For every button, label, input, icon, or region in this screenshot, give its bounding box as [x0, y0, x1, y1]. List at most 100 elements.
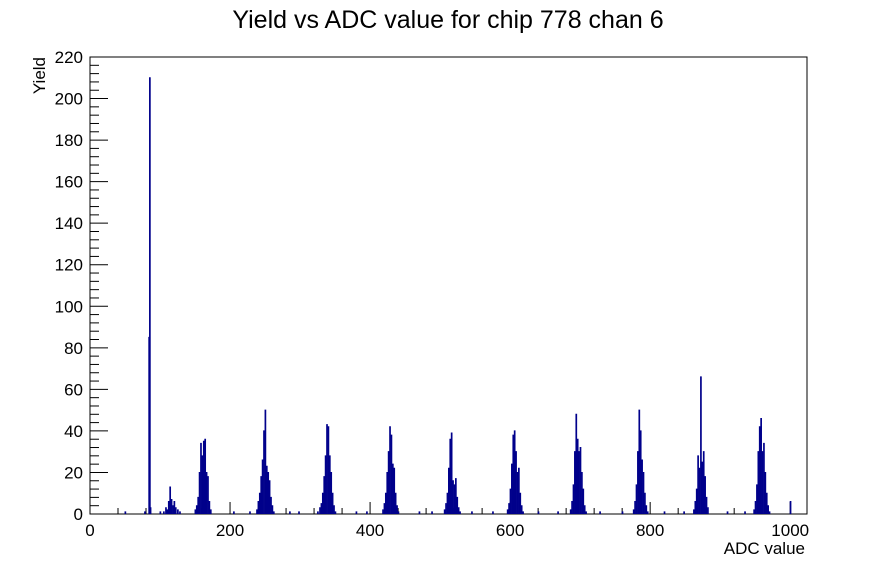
histogram-bin: [443, 509, 446, 514]
histogram-bin: [207, 476, 209, 514]
histogram-bin: [638, 409, 641, 514]
histogram-bin: [637, 451, 639, 514]
histogram-bin: [639, 430, 642, 514]
histogram-bin: [265, 465, 268, 514]
histogram-bin: [431, 511, 433, 514]
histogram-bin: [575, 413, 578, 514]
histogram-bin: [166, 509, 169, 514]
histogram-bin: [572, 484, 575, 514]
histogram-bin: [445, 503, 447, 514]
y-tick-label: 0: [74, 505, 83, 524]
histogram-bin: [233, 511, 235, 514]
histogram-bin: [177, 509, 179, 514]
histogram-bin: [757, 451, 760, 514]
histogram-bin: [260, 476, 263, 514]
histogram-bin: [450, 432, 453, 514]
histogram-bin: [599, 511, 601, 514]
histogram-bin: [323, 476, 326, 514]
y-tick-label: 40: [64, 422, 83, 441]
histogram-bin: [621, 511, 624, 514]
histogram-bin: [321, 492, 324, 514]
histogram-bin: [768, 511, 771, 514]
x-axis-label: ADC value: [724, 539, 805, 558]
histogram-bin: [571, 501, 573, 514]
histogram-bin: [167, 501, 170, 514]
histogram-bin: [508, 503, 510, 514]
y-tick-label: 200: [55, 90, 83, 109]
histogram-bin: [149, 77, 151, 514]
histogram-bin: [159, 511, 162, 514]
histogram-bin: [355, 511, 358, 514]
histogram-bin: [149, 507, 152, 514]
histogram-bin: [208, 501, 211, 514]
histogram-bin: [324, 455, 327, 514]
histogram-bin: [195, 505, 198, 514]
histogram-bin: [328, 455, 331, 514]
histogram-bin: [200, 442, 202, 514]
y-tick-label: 220: [55, 48, 83, 67]
histogram-bin: [298, 511, 300, 514]
histogram-bin: [267, 471, 270, 514]
histogram-bin: [391, 463, 394, 514]
histogram-bin: [632, 509, 635, 514]
histogram-bin: [396, 505, 398, 514]
histogram-bin: [511, 463, 513, 514]
histogram-bin: [258, 492, 261, 514]
histogram-bin: [172, 505, 174, 514]
x-tick-label: 1000: [771, 521, 809, 540]
histogram-bin: [753, 509, 755, 514]
histogram-bin: [331, 492, 334, 514]
histogram-bin: [327, 426, 330, 514]
histogram-bin: [209, 509, 212, 514]
histogram-bin: [453, 484, 456, 514]
histogram-bin: [697, 455, 699, 514]
histogram-bin: [581, 471, 583, 514]
histogram-bin: [459, 511, 461, 514]
histogram-bin: [702, 451, 705, 514]
histogram-bin: [789, 501, 792, 514]
histogram-bin: [330, 471, 333, 514]
histogram-bin: [320, 503, 323, 514]
histogram-bin: [700, 376, 702, 514]
histogram-bin: [578, 451, 580, 514]
histogram-bin: [257, 501, 260, 514]
histogram-bin: [202, 440, 205, 514]
histogram-bin: [756, 484, 758, 514]
histogram-bin: [704, 476, 706, 514]
histogram-bin: [583, 505, 586, 514]
histogram-bin: [394, 492, 397, 514]
histogram-bin: [264, 409, 267, 514]
x-tick-label: 800: [636, 521, 664, 540]
histogram-bin: [205, 471, 208, 514]
y-tick-label: 60: [64, 380, 83, 399]
histogram-bin: [579, 447, 582, 514]
histogram-bin: [204, 438, 207, 514]
histogram-bin: [519, 492, 522, 514]
histogram-bin: [509, 488, 512, 514]
histogram-bin: [261, 459, 264, 514]
histogram-bins: [124, 77, 792, 514]
histogram-bin: [382, 509, 384, 514]
histogram-bin: [418, 511, 421, 514]
histogram-bin: [387, 451, 390, 514]
histogram-bin: [569, 509, 572, 514]
histogram-bin: [334, 511, 337, 514]
x-tick-label: 0: [85, 521, 94, 540]
plot-frame: [89, 56, 808, 515]
histogram-bin: [268, 480, 271, 514]
histogram-bin: [693, 509, 695, 514]
histogram-bin: [760, 417, 762, 514]
histogram-bin: [763, 442, 765, 514]
histogram-bin: [516, 471, 519, 514]
histogram-bin: [582, 488, 585, 514]
histogram-bin: [446, 492, 449, 514]
histogram-bin: [557, 511, 559, 514]
y-tick-label: 140: [55, 214, 83, 233]
histogram-bin: [319, 507, 321, 514]
histogram-bin: [701, 461, 704, 514]
histogram-bin: [506, 509, 509, 514]
histogram-bin: [452, 480, 454, 514]
histogram-bin: [707, 507, 709, 514]
x-tick-label: 600: [496, 521, 524, 540]
histogram-bin: [448, 467, 450, 514]
